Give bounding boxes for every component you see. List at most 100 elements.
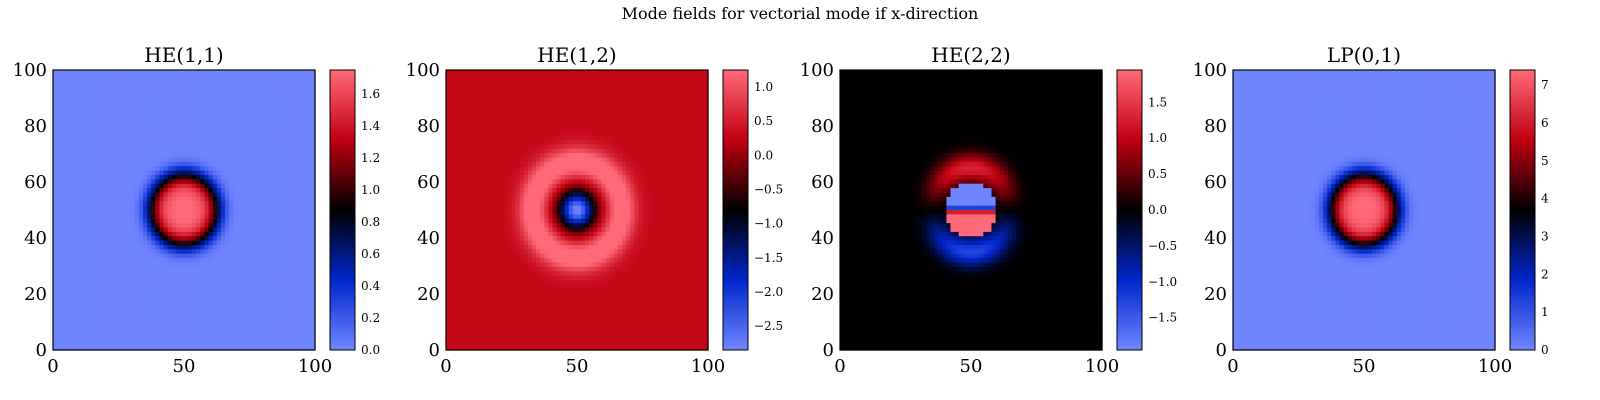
heatmap-cell (446, 87, 451, 93)
heatmap-cell (229, 231, 234, 237)
heatmap-cell (306, 223, 312, 229)
heatmap-cell (278, 240, 283, 246)
heatmap-cell (130, 240, 136, 246)
heatmap-cell (298, 148, 304, 154)
heatmap-cell (126, 157, 132, 163)
heatmap-cell (462, 109, 468, 115)
heatmap-cell (515, 83, 521, 89)
heatmap-cell (110, 192, 115, 198)
heatmap-cell (89, 288, 95, 294)
heatmap-cell (462, 118, 468, 124)
heatmap-cell (200, 201, 206, 207)
heatmap-cell (175, 297, 181, 303)
heatmap-cell (523, 113, 529, 119)
heatmap-cell (204, 280, 210, 285)
heatmap-cell (196, 341, 201, 347)
heatmap-cell (98, 275, 103, 281)
heatmap-cell (220, 192, 226, 198)
heatmap-cell (167, 135, 173, 141)
heatmap-cell (57, 126, 62, 132)
heatmap-cell (237, 266, 242, 272)
heatmap-cell (151, 109, 156, 115)
heatmap-cell (515, 96, 521, 102)
heatmap-cell (175, 210, 181, 215)
heatmap-cell (77, 140, 83, 145)
heatmap-cell (106, 218, 111, 224)
heatmap-cell (106, 183, 111, 189)
heatmap-cell (237, 262, 242, 268)
heatmap-cell (216, 319, 222, 325)
heatmap-cell (523, 87, 529, 93)
heatmap-cell (306, 70, 312, 75)
heatmap-cell (699, 105, 705, 110)
heatmap-cell (552, 109, 558, 115)
heatmap-cell (204, 341, 210, 347)
heatmap-cell (536, 91, 541, 97)
heatmap-cell (269, 113, 275, 119)
heatmap-cell (212, 306, 218, 312)
heatmap-cell (192, 328, 197, 334)
heatmap-cell (155, 284, 161, 290)
heatmap-cell (290, 266, 296, 272)
heatmap-cell (167, 249, 173, 255)
heatmap-cell (73, 284, 79, 290)
heatmap-cell (69, 166, 75, 172)
heatmap-cell (98, 192, 103, 198)
heatmap-cell (212, 83, 218, 89)
heatmap-cell (89, 135, 95, 141)
heatmap-cell (204, 205, 210, 211)
heatmap-cell (683, 100, 689, 106)
heatmap-cell (122, 266, 128, 272)
heatmap-cell (237, 144, 242, 150)
heatmap-cell (294, 157, 300, 163)
heatmap-cell (130, 258, 136, 264)
heatmap-cell (134, 183, 140, 189)
heatmap-cell (122, 297, 128, 303)
heatmap-cell (155, 301, 161, 307)
heatmap-cell (306, 87, 312, 93)
heatmap-cell (229, 319, 234, 325)
heatmap-cell (699, 100, 705, 106)
heatmap-cell (274, 170, 279, 176)
heatmap-cell (200, 109, 206, 115)
heatmap-cell (531, 87, 537, 93)
heatmap-cell (220, 105, 226, 110)
heatmap-cell (687, 109, 693, 115)
heatmap-cell (163, 87, 169, 93)
heatmap-cell (261, 310, 267, 316)
heatmap-cell (466, 109, 472, 115)
heatmap-cell (77, 280, 83, 285)
heatmap-cell (282, 131, 287, 137)
heatmap-cell (462, 100, 468, 106)
heatmap-cell (179, 161, 185, 167)
heatmap-cell (310, 140, 316, 145)
heatmap-cell (143, 336, 148, 342)
heatmap-cell (134, 266, 140, 272)
heatmap-cell (212, 218, 218, 224)
heatmap-cell (229, 166, 234, 172)
heatmap-cell (216, 240, 222, 246)
heatmap-cell (208, 74, 214, 80)
heatmap-cell (89, 315, 95, 320)
heatmap-cell (208, 280, 214, 285)
heatmap-cell (474, 74, 480, 80)
heatmap-cell (159, 341, 165, 347)
heatmap-cell (118, 144, 124, 150)
heatmap-cell (57, 74, 62, 80)
heatmap-cell (106, 319, 111, 325)
heatmap-cell (446, 83, 451, 89)
heatmap-cell (200, 118, 206, 124)
heatmap-cell (298, 175, 304, 180)
heatmap-cell (89, 336, 95, 342)
heatmap-cell (233, 205, 238, 211)
heatmap-cell (691, 78, 697, 84)
heatmap-cell (208, 284, 214, 290)
heatmap-cell (253, 153, 259, 159)
heatmap-cell (482, 118, 488, 124)
heatmap-cell (519, 109, 525, 115)
heatmap-cell (122, 166, 128, 172)
heatmap-cell (208, 293, 214, 299)
heatmap-cell (274, 87, 279, 93)
heatmap-cell (192, 227, 197, 233)
heatmap-cell (126, 153, 132, 159)
